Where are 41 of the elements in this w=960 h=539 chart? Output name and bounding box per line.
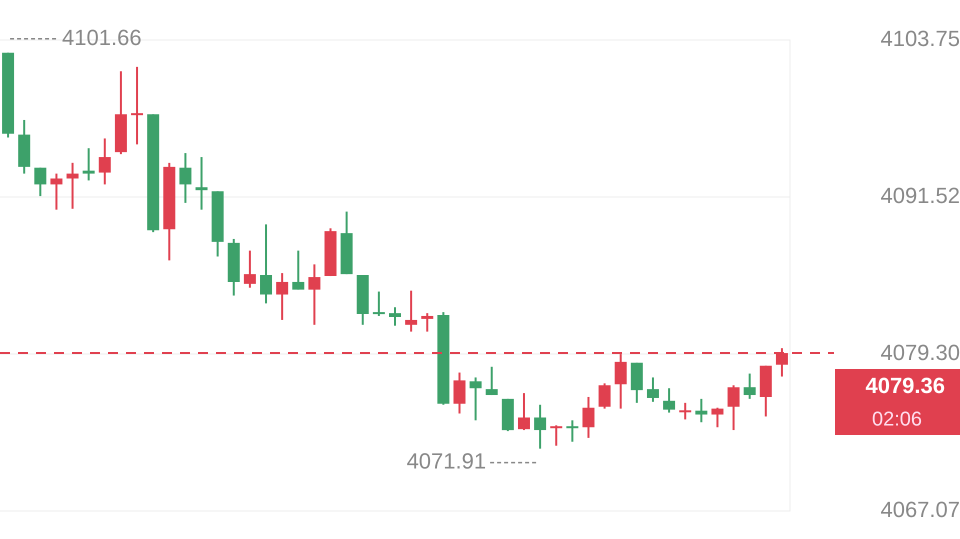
candlestick bbox=[308, 263, 320, 326]
candlestick bbox=[486, 366, 498, 396]
candlestick bbox=[260, 223, 272, 304]
candlestick bbox=[276, 272, 288, 321]
y-tick-label: 4067.07 bbox=[880, 496, 960, 522]
candlestick bbox=[550, 424, 562, 447]
candlestick bbox=[679, 402, 692, 420]
candlestick bbox=[566, 419, 578, 443]
annotation: 4071.91 bbox=[406, 448, 486, 474]
y-tick-label: 4079.30 bbox=[880, 340, 960, 365]
candlestick bbox=[66, 162, 79, 210]
candlestick bbox=[534, 404, 546, 450]
y-tick-label: 4091.52 bbox=[880, 183, 960, 208]
candlestick bbox=[728, 384, 740, 432]
candlestick bbox=[372, 290, 385, 317]
candlestick bbox=[179, 152, 192, 204]
text: 02:06 bbox=[872, 408, 922, 431]
candlestick bbox=[196, 156, 208, 211]
candlestick bbox=[646, 376, 659, 403]
candlestick bbox=[244, 250, 256, 289]
candlestick bbox=[405, 290, 418, 333]
candlestick bbox=[50, 172, 62, 211]
candlestick bbox=[663, 387, 676, 414]
candlestick bbox=[744, 372, 756, 400]
candlestick bbox=[98, 137, 111, 186]
candlestick bbox=[598, 382, 611, 410]
candlestick bbox=[421, 312, 434, 333]
candlestick bbox=[292, 250, 304, 291]
candlestick bbox=[582, 396, 594, 439]
candlestick bbox=[711, 406, 724, 428]
ref-line-label: 4079.36 bbox=[865, 373, 945, 398]
candlestick bbox=[82, 147, 95, 182]
candlestick bbox=[131, 66, 144, 146]
candlestick bbox=[695, 398, 708, 424]
annotation: 4101.66 bbox=[62, 24, 142, 50]
candlestick bbox=[389, 306, 401, 327]
candlestick bbox=[453, 372, 466, 415]
y-tick-label: 4103.75 bbox=[880, 26, 960, 52]
candlestick bbox=[518, 392, 530, 432]
candlestick bbox=[34, 166, 46, 198]
candlestick bbox=[470, 376, 482, 422]
